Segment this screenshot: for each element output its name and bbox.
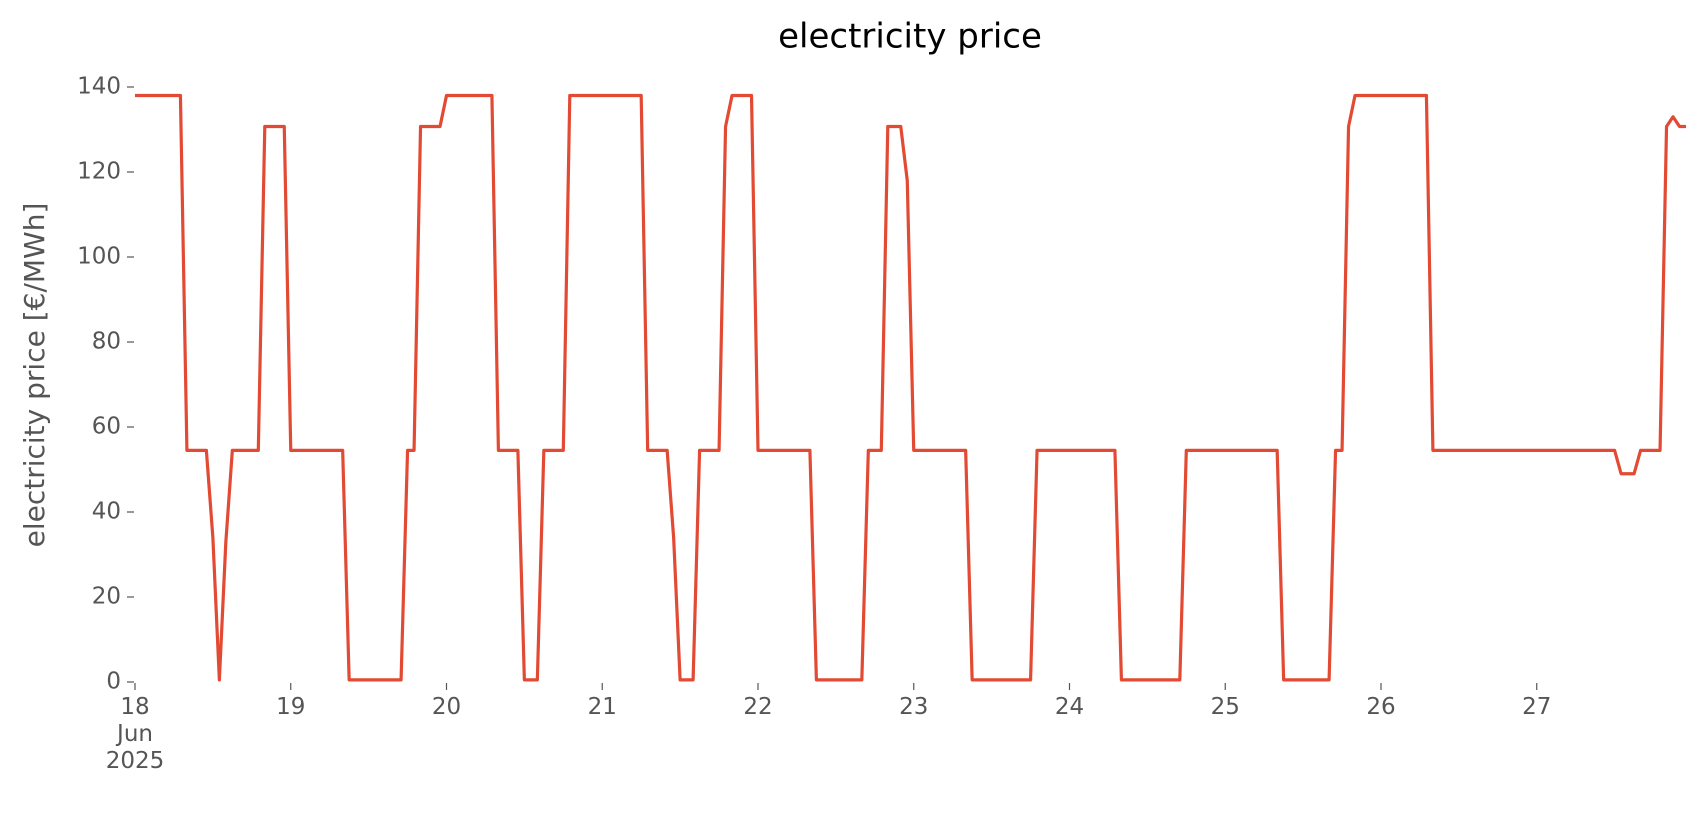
x-tick-label: 19 (276, 694, 306, 720)
y-tick-label: 60 (92, 414, 121, 440)
x-tick-label: 27 (1522, 694, 1552, 720)
chart-title: electricity price (778, 17, 1042, 57)
y-axis-label: electricity price [€/MWh] (18, 203, 51, 548)
y-tick-label: 0 (106, 669, 121, 695)
x-tick-label: 20 (431, 694, 462, 720)
y-tick-label: 100 (77, 244, 121, 270)
price-line (135, 93, 1686, 682)
y-tick-label: 80 (92, 329, 121, 355)
x-tick-label: 25 (1210, 694, 1240, 720)
x-tick-label: 23 (899, 694, 929, 720)
x-tick-label: 26 (1366, 694, 1396, 720)
x-tick-label: 21 (587, 694, 617, 720)
y-tick-label: 120 (77, 159, 121, 185)
y-tick-label: 140 (77, 74, 121, 100)
x-tick-label: 18 Jun 2025 (105, 694, 165, 774)
x-tick-label: 22 (743, 694, 773, 720)
y-tick-label: 40 (92, 499, 121, 525)
x-tick-label: 24 (1054, 694, 1085, 720)
y-tick-label: 20 (92, 584, 121, 610)
